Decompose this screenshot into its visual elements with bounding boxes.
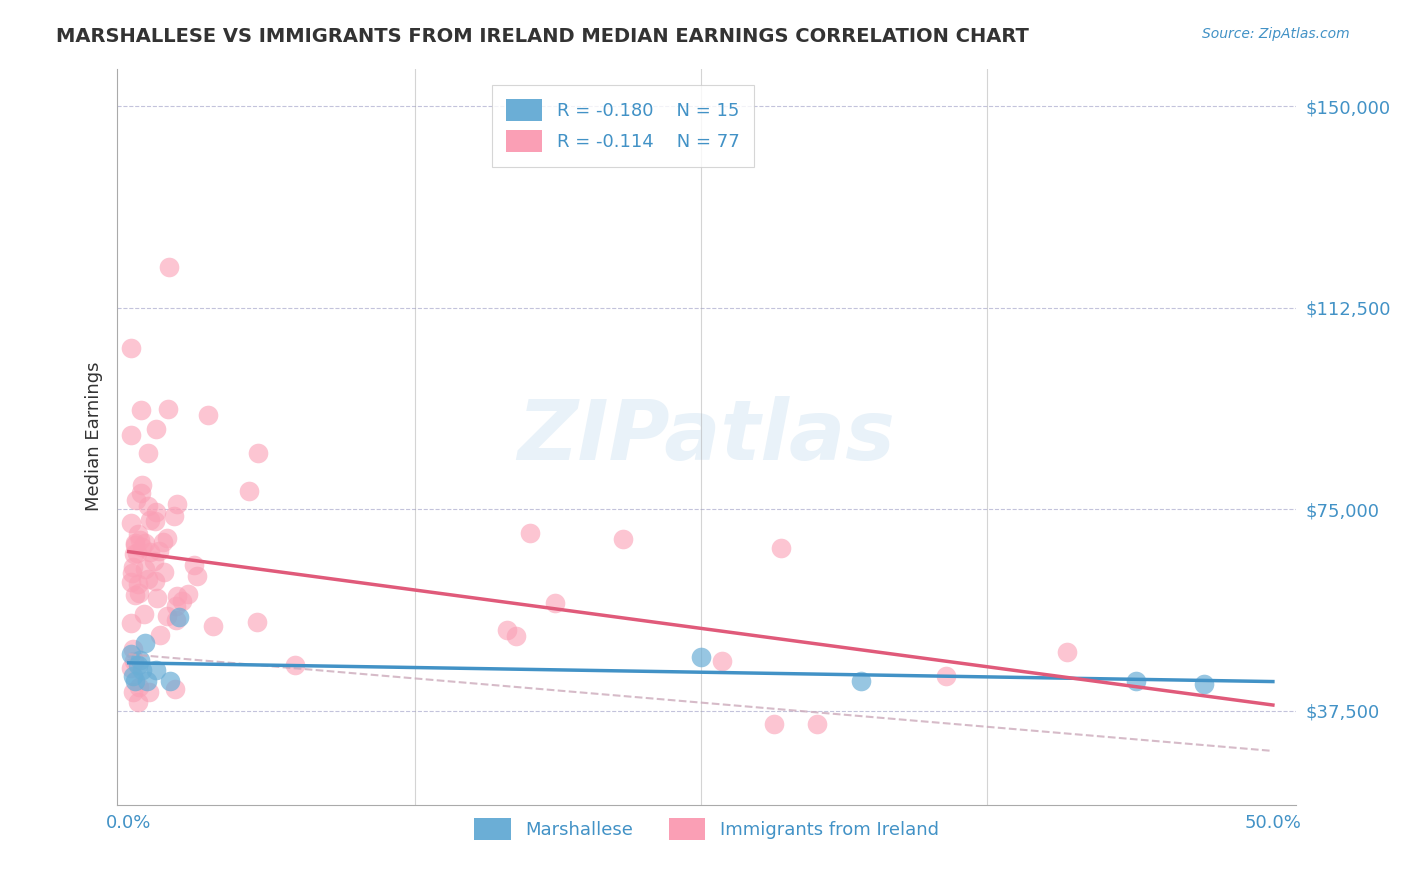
Point [157, 260, 180, 275]
Point [152, 565, 174, 579]
Point [806, 717, 828, 731]
Point [138, 500, 160, 514]
Point [197, 408, 219, 422]
Point [131, 478, 153, 492]
Point [166, 497, 188, 511]
Point [122, 559, 145, 574]
Point [139, 545, 162, 559]
Point [156, 609, 179, 624]
Point [145, 421, 167, 435]
Legend: R = -0.180    N = 15, R = -0.114    N = 77: R = -0.180 N = 15, R = -0.114 N = 77 [492, 85, 754, 167]
Point [127, 577, 149, 591]
Point [183, 558, 205, 572]
Point [145, 664, 167, 678]
Point [124, 536, 146, 550]
Point [124, 538, 146, 552]
Point [120, 341, 142, 355]
Point [148, 544, 170, 558]
Y-axis label: Median Earnings: Median Earnings [86, 362, 103, 511]
Point [167, 609, 190, 624]
Point [125, 546, 148, 560]
Point [1125, 674, 1147, 689]
Point [129, 533, 152, 548]
Text: ZIPatlas: ZIPatlas [517, 396, 896, 477]
Point [134, 607, 156, 621]
Point [131, 664, 153, 678]
Point [138, 685, 160, 699]
Point [163, 681, 186, 696]
Point [149, 628, 172, 642]
Point [129, 402, 152, 417]
Point [124, 674, 146, 689]
Point [177, 587, 200, 601]
Point [495, 624, 517, 638]
Point [849, 674, 872, 689]
Text: Source: ZipAtlas.com: Source: ZipAtlas.com [1202, 27, 1350, 41]
Point [159, 674, 181, 689]
Point [136, 573, 159, 587]
Point [121, 566, 143, 580]
Point [139, 513, 162, 527]
Point [246, 446, 269, 460]
Point [1056, 645, 1078, 659]
Point [127, 527, 149, 541]
Point [935, 669, 957, 683]
Point [129, 652, 152, 666]
Point [284, 658, 307, 673]
Point [769, 541, 792, 555]
Point [143, 514, 166, 528]
Point [170, 593, 193, 607]
Point [246, 615, 269, 630]
Point [127, 695, 149, 709]
Point [120, 660, 142, 674]
Point [689, 649, 711, 664]
Point [612, 533, 634, 547]
Point [146, 591, 169, 605]
Point [544, 596, 567, 610]
Point [120, 647, 142, 661]
Point [127, 657, 149, 672]
Point [519, 526, 541, 541]
Point [122, 548, 145, 562]
Point [134, 536, 156, 550]
Point [238, 483, 260, 498]
Point [155, 532, 177, 546]
Point [128, 681, 150, 695]
Point [156, 402, 179, 417]
Point [124, 493, 146, 508]
Point [138, 446, 160, 460]
Point [134, 562, 156, 576]
Point [152, 535, 174, 549]
Point [505, 629, 527, 643]
Point [762, 717, 785, 731]
Point [128, 585, 150, 599]
Point [165, 613, 187, 627]
Point [162, 508, 184, 523]
Point [186, 568, 208, 582]
Point [166, 589, 188, 603]
Point [120, 516, 142, 531]
Point [122, 654, 145, 668]
Text: MARSHALLESE VS IMMIGRANTS FROM IRELAND MEDIAN EARNINGS CORRELATION CHART: MARSHALLESE VS IMMIGRANTS FROM IRELAND M… [56, 27, 1029, 45]
Point [121, 685, 143, 699]
Point [124, 588, 146, 602]
Point [165, 599, 187, 614]
Point [122, 669, 145, 683]
Point [142, 554, 165, 568]
Point [131, 486, 153, 500]
Point [143, 574, 166, 588]
Point [1192, 677, 1215, 691]
Point [122, 641, 145, 656]
Point [710, 654, 733, 668]
Point [120, 428, 142, 442]
Point [131, 540, 153, 554]
Point [134, 636, 156, 650]
Point [201, 619, 224, 633]
Point [145, 505, 167, 519]
Point [120, 575, 142, 590]
Point [120, 615, 142, 630]
Point [136, 674, 159, 689]
